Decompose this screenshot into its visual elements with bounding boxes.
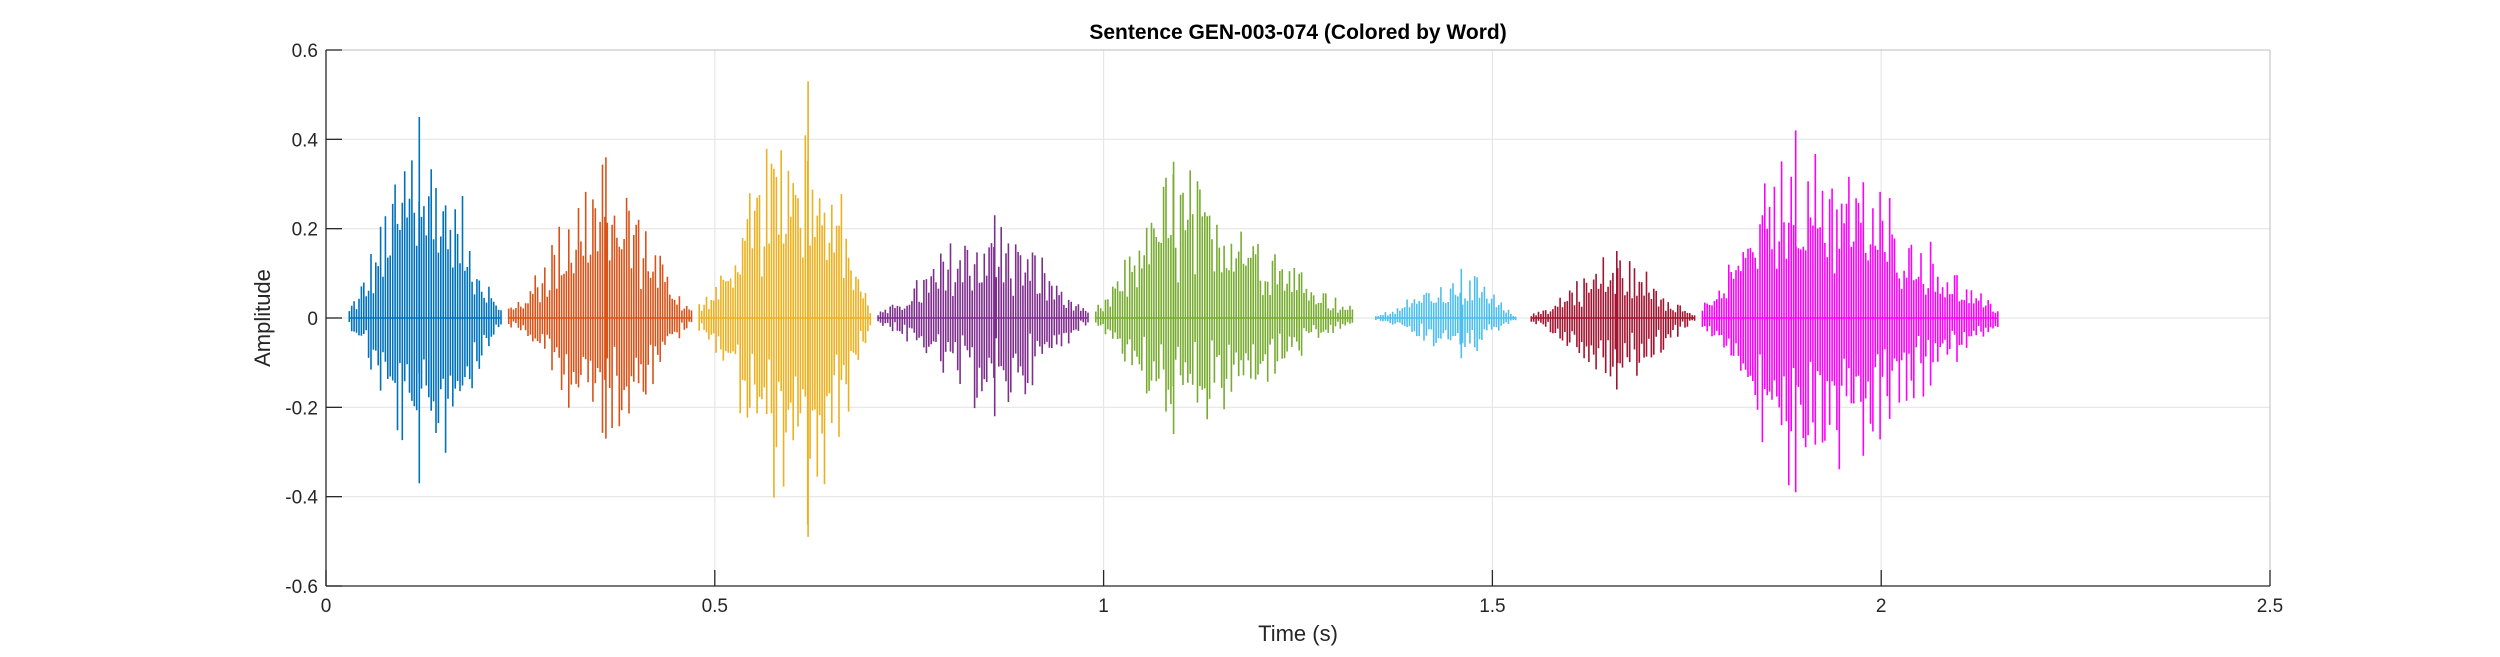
waveform-series-3 <box>698 81 872 537</box>
x-tick-label: 1.5 <box>1479 596 1505 617</box>
waveform-series-5 <box>1095 161 1354 435</box>
x-axis-label: Time (s) <box>1258 621 1338 646</box>
y-tick-label: -0.6 <box>285 577 318 598</box>
waveform-series-group <box>348 81 1999 537</box>
y-axis-label: Amplitude <box>250 269 275 367</box>
waveform-series-8 <box>1701 130 1999 493</box>
waveform-series-7 <box>1530 251 1696 390</box>
waveform-series-1 <box>348 117 502 484</box>
y-tick-label: 0.4 <box>292 130 319 151</box>
x-tick-label: 0 <box>321 596 332 617</box>
y-tick-label: -0.2 <box>285 398 318 419</box>
x-tick-label: 1 <box>1098 596 1109 617</box>
ticks: 0 0.5 1 1.5 2 2.5 -0.6 -0.4 -0.2 0 0.2 0.4 0.6 <box>285 41 2283 617</box>
waveform-series-2 <box>507 157 693 439</box>
chart-title: Sentence GEN-003-074 (Colored by Word) <box>1089 21 1506 44</box>
y-tick-label: 0.2 <box>292 220 318 241</box>
x-tick-label: 0.5 <box>702 596 728 617</box>
y-tick-label: -0.4 <box>285 488 318 509</box>
y-tick-label: 0 <box>307 309 318 330</box>
x-tick-label: 2.5 <box>2257 596 2283 617</box>
x-tick-label: 2 <box>1876 596 1887 617</box>
waveform-series-4 <box>877 215 1089 417</box>
y-tick-label: 0.6 <box>292 41 318 62</box>
waveform-series-6 <box>1375 268 1517 359</box>
